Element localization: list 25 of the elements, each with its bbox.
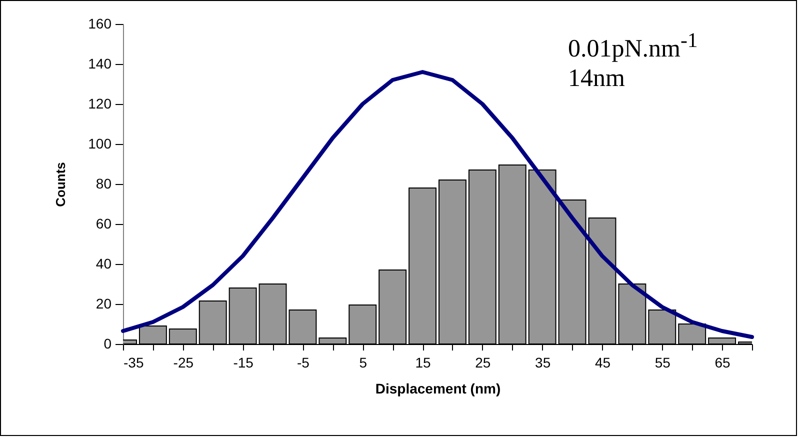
y-tick-label: 120 <box>88 96 112 112</box>
x-tick-label: -5 <box>296 354 310 370</box>
x-tick-label: 55 <box>654 354 671 370</box>
line-series <box>121 70 754 339</box>
y-tick-label: 80 <box>96 176 112 192</box>
y-tick-label: 140 <box>88 56 112 72</box>
x-tick-label: 35 <box>535 354 551 370</box>
x-tick-label: 65 <box>714 354 731 370</box>
y-tick-label: 60 <box>96 216 112 232</box>
x-tick-label: -35 <box>124 354 144 370</box>
x-tick-label: 15 <box>415 354 432 370</box>
x-tick-label: 5 <box>359 354 368 370</box>
y-tick-label: 0 <box>104 336 112 352</box>
y-tick-label: 160 <box>88 16 112 32</box>
x-axis-title: Displacement (nm) <box>375 380 501 396</box>
x-tick-label: 25 <box>475 354 491 370</box>
y-tick-label: 20 <box>96 296 112 312</box>
x-tick-label: 45 <box>594 354 611 370</box>
y-tick-label: 40 <box>96 256 112 272</box>
y-tick-label: 100 <box>88 136 112 152</box>
x-tick-label: -15 <box>233 354 254 370</box>
x-tick-label: -25 <box>173 354 194 370</box>
y-axis-title: Counts <box>53 162 68 207</box>
annotation: 14nm <box>568 64 626 94</box>
annotation: 0.01pN.nm$^{-1}$ <box>568 27 698 64</box>
